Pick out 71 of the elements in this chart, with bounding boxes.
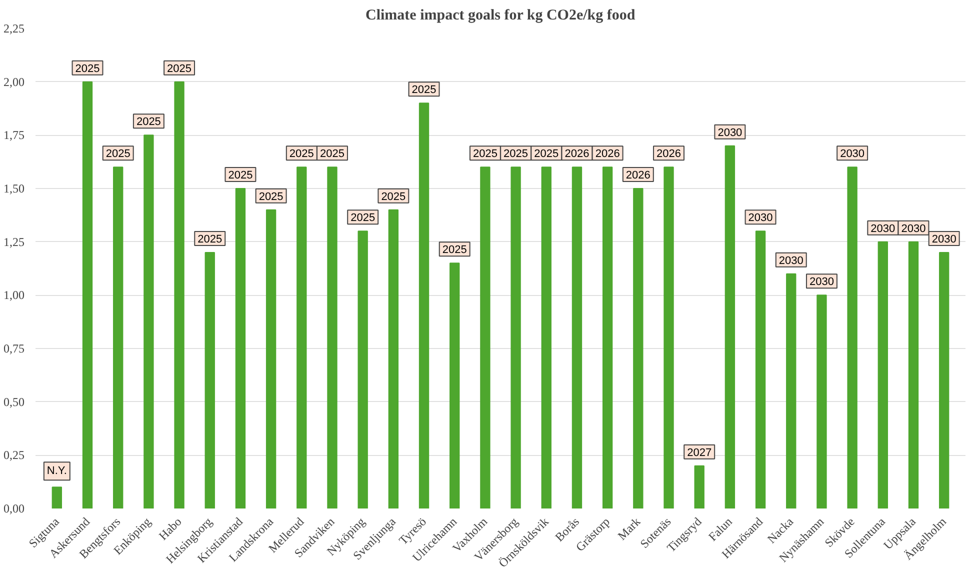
bar	[602, 166, 613, 508]
bar	[327, 166, 338, 508]
annotation: 2030	[748, 212, 773, 224]
y-tick-label: 1,75	[4, 128, 24, 142]
annotation: 2030	[778, 254, 804, 267]
annotation: 2026	[656, 148, 682, 160]
annotation: 2030	[901, 222, 926, 235]
y-tick-label: 2,25	[4, 22, 24, 36]
bar	[450, 262, 460, 508]
bar	[572, 166, 582, 508]
bar	[938, 252, 950, 508]
y-tick-label: 2,00	[4, 74, 24, 89]
bar	[847, 166, 858, 508]
annotation: 2025	[472, 148, 498, 160]
bar	[82, 81, 93, 508]
bar	[816, 294, 827, 508]
annotation: 2030	[809, 276, 834, 288]
annotation: 2025	[350, 212, 376, 224]
bar	[694, 465, 704, 508]
annotation: 2025	[381, 190, 406, 203]
bar	[144, 134, 154, 508]
bar	[266, 209, 276, 508]
y-tick-label: 0,25	[4, 448, 24, 462]
annotation: 2025	[534, 148, 559, 160]
bar	[510, 166, 521, 508]
y-tick-label: 1,25	[4, 234, 24, 249]
chart-title: Climate impact goals for kg CO2e/kg food	[366, 8, 636, 24]
bar	[174, 81, 184, 508]
bar	[755, 230, 766, 508]
bar	[664, 166, 674, 508]
y-tick-label: 0,50	[4, 394, 24, 409]
annotation: 2025	[258, 190, 284, 203]
bar	[358, 230, 368, 508]
bar	[113, 166, 124, 508]
y-tick-label: 1,50	[4, 182, 24, 196]
annotation: 2030	[840, 148, 865, 160]
bar	[908, 241, 919, 508]
bar	[204, 252, 215, 508]
bar	[633, 188, 644, 508]
annotation: 2025	[75, 62, 100, 75]
annotation: 2025	[198, 234, 222, 246]
annotation: 2025	[504, 148, 528, 160]
annotation: 2030	[870, 222, 896, 235]
bar	[388, 209, 399, 508]
annotation: 2025	[228, 170, 253, 182]
bar	[235, 188, 246, 508]
annotation: 2026	[626, 170, 650, 182]
bar	[480, 166, 490, 508]
annotation: 2025	[136, 116, 161, 128]
annotation: N.Y.	[46, 465, 67, 478]
annotation: 2025	[412, 84, 436, 96]
annotation: 2025	[442, 244, 467, 256]
annotation: 2025	[106, 148, 130, 160]
bar	[724, 145, 736, 508]
annotation: 2025	[320, 148, 344, 160]
bar	[541, 166, 552, 508]
bar	[52, 486, 62, 508]
y-tick-label: 0,00	[4, 502, 24, 516]
annotation: 2027	[687, 446, 712, 459]
y-tick-label: 1,00	[4, 288, 24, 302]
annotation: 2030	[932, 234, 956, 246]
bar	[878, 241, 888, 508]
annotation: 2025	[289, 148, 314, 160]
annotation: 2025	[167, 62, 192, 75]
annotation: 2026	[564, 148, 590, 160]
y-tick-label: 0,75	[4, 342, 24, 356]
bar	[418, 102, 430, 508]
annotation: 2026	[595, 148, 620, 160]
bar	[786, 273, 796, 508]
annotation: 2030	[718, 126, 742, 139]
bar	[296, 166, 307, 508]
